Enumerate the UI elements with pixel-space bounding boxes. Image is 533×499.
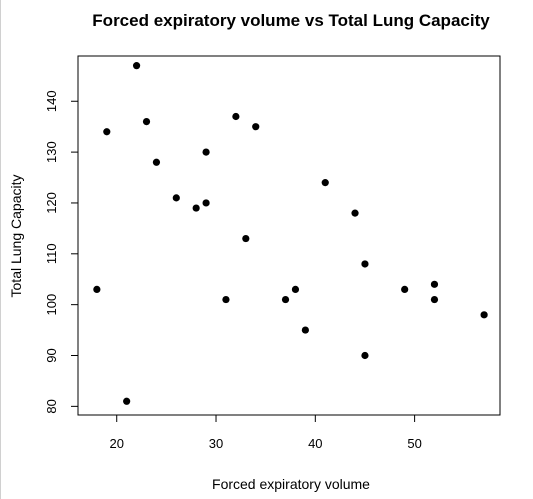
data-point-23 bbox=[430, 295, 439, 304]
data-point-24 bbox=[480, 311, 488, 319]
data-point-9 bbox=[202, 199, 210, 207]
data-point-14 bbox=[281, 295, 290, 304]
x-tick-label-50: 50 bbox=[407, 436, 421, 451]
y-tick-label-130: 130 bbox=[44, 141, 59, 163]
data-point-15 bbox=[291, 285, 300, 294]
chart-title: Forced expiratory volume vs Total Lung C… bbox=[92, 11, 490, 30]
y-axis-label: Total Lung Capacity bbox=[8, 175, 24, 298]
data-point-21 bbox=[401, 285, 409, 294]
data-point-3 bbox=[132, 62, 141, 70]
data-point-0 bbox=[93, 285, 101, 294]
y-tick-label-120: 120 bbox=[44, 192, 59, 214]
data-point-12 bbox=[242, 234, 250, 243]
data-point-11 bbox=[232, 112, 240, 121]
data-point-13 bbox=[252, 123, 260, 131]
data-point-17 bbox=[321, 179, 329, 187]
data-point-4 bbox=[142, 117, 151, 126]
data-point-19 bbox=[361, 260, 369, 268]
y-axis: 80 90 100 110 120 130 140 bbox=[44, 90, 78, 414]
data-point-7 bbox=[192, 204, 200, 212]
y-tick-label-90: 90 bbox=[44, 348, 59, 362]
data-point-1 bbox=[103, 128, 111, 136]
data-point-20 bbox=[361, 351, 369, 360]
plot-box bbox=[77, 55, 501, 416]
y-tick-label-110: 110 bbox=[44, 243, 59, 264]
data-point-5 bbox=[152, 158, 161, 166]
data-point-8 bbox=[202, 148, 210, 156]
x-tick-label-30: 30 bbox=[209, 436, 223, 451]
y-tick-label-80: 80 bbox=[44, 399, 59, 413]
x-axis-label: Forced expiratory volume bbox=[212, 476, 370, 492]
data-point-10 bbox=[222, 295, 230, 304]
x-tick-label-20: 20 bbox=[109, 436, 123, 451]
data-point-6 bbox=[172, 194, 180, 202]
x-tick-label-40: 40 bbox=[308, 436, 322, 451]
data-points bbox=[93, 62, 488, 405]
data-point-2 bbox=[123, 397, 131, 405]
data-point-16 bbox=[301, 326, 309, 334]
x-axis: 20 30 40 50 bbox=[109, 415, 422, 451]
data-point-18 bbox=[351, 209, 359, 217]
y-tick-label-140: 140 bbox=[44, 90, 59, 112]
data-point-22 bbox=[430, 280, 439, 288]
y-tick-label-100: 100 bbox=[44, 294, 59, 316]
